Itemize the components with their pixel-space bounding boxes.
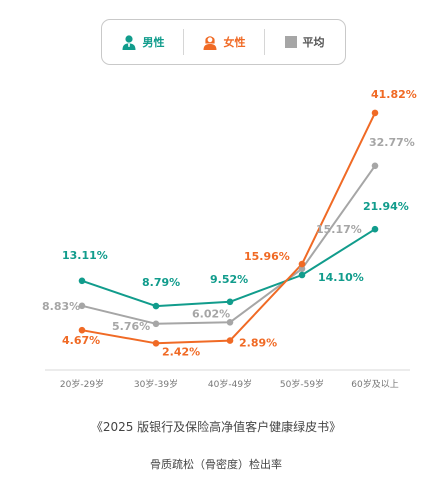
data-point-male [78,277,86,285]
data-label-male: 14.10% [318,271,364,284]
data-label-female: 4.67% [62,334,100,347]
x-tick-label: 60岁及以上 [351,378,398,390]
data-label-female: 2.42% [162,345,200,358]
chart-caption: 骨质疏松（骨密度）检出率 [150,458,282,471]
data-label-male: 13.11% [62,249,108,262]
data-label-avg: 5.76% [112,320,150,333]
x-tick-label: 20岁-29岁 [60,378,104,390]
data-label-female: 15.96% [244,250,290,263]
chart-legend: 男性 女性 平均 [101,19,346,65]
data-point-male [298,271,306,279]
data-label-male: 21.94% [363,200,409,213]
data-point-male [226,298,234,306]
data-label-female: 41.82% [371,88,417,101]
data-label-female: 2.89% [239,337,277,350]
data-label-avg: 6.02% [192,307,230,320]
data-label-avg: 15.17% [316,223,362,236]
legend-item-male: 男性 [102,20,183,64]
data-point-female [371,109,379,117]
data-point-female [78,326,86,334]
legend-label-average: 平均 [302,36,325,49]
series-line-male [81,228,376,308]
legend-label-male: 男性 [142,36,165,49]
data-point-female [226,337,234,344]
average-square-icon [284,36,297,48]
male-person-icon [122,35,135,50]
data-point-female [298,260,306,268]
x-tick-label: 40岁-49岁 [208,378,252,390]
data-point-avg [226,319,234,326]
legend-item-average: 平均 [264,20,345,64]
data-label-male: 8.79% [142,276,180,289]
legend-label-female: 女性 [223,36,246,49]
data-point-avg [298,265,306,273]
data-point-female [152,340,160,347]
chart-source-title: 《2025 版银行及保险高净值客户健康绿皮书》 [90,420,342,434]
data-point-avg [152,320,160,328]
data-label-avg: 32.77% [369,136,415,149]
data-point-avg [78,302,86,310]
x-tick-label: 50岁-59岁 [280,378,324,390]
data-label-avg: 8.83% [42,300,80,313]
data-point-male [371,225,379,233]
x-tick-label: 30岁-39岁 [134,378,178,390]
female-person-icon [203,36,216,50]
data-point-avg [371,162,379,170]
data-label-male: 9.52% [210,273,248,286]
legend-item-female: 女性 [183,20,264,64]
data-point-male [152,302,160,310]
